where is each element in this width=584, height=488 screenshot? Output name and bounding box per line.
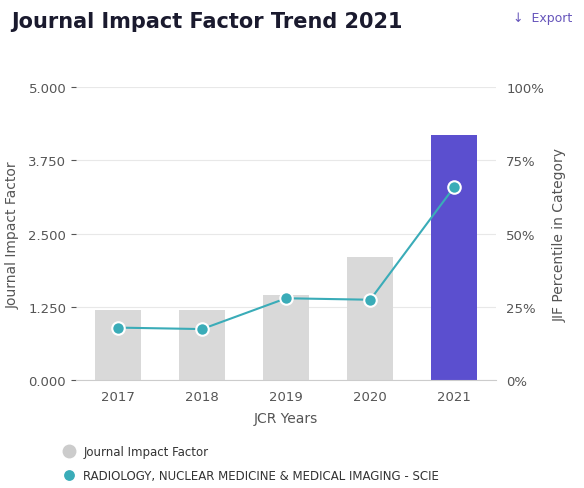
Bar [263,295,310,381]
Legend: Journal Impact Factor, RADIOLOGY, NUCLEAR MEDICINE & MEDICAL IMAGING - SCIE: Journal Impact Factor, RADIOLOGY, NUCLEA… [64,446,439,482]
Bar [95,310,141,381]
Y-axis label: Journal Impact Factor: Journal Impact Factor [6,161,20,308]
Y-axis label: JIF Percentile in Category: JIF Percentile in Category [552,147,566,321]
Text: ↓  Export: ↓ Export [513,12,572,25]
X-axis label: JCR Years: JCR Years [254,412,318,426]
Text: Journal Impact Factor Trend 2021: Journal Impact Factor Trend 2021 [12,12,403,32]
Bar [179,310,225,381]
Bar [431,136,478,381]
Bar [347,258,394,381]
